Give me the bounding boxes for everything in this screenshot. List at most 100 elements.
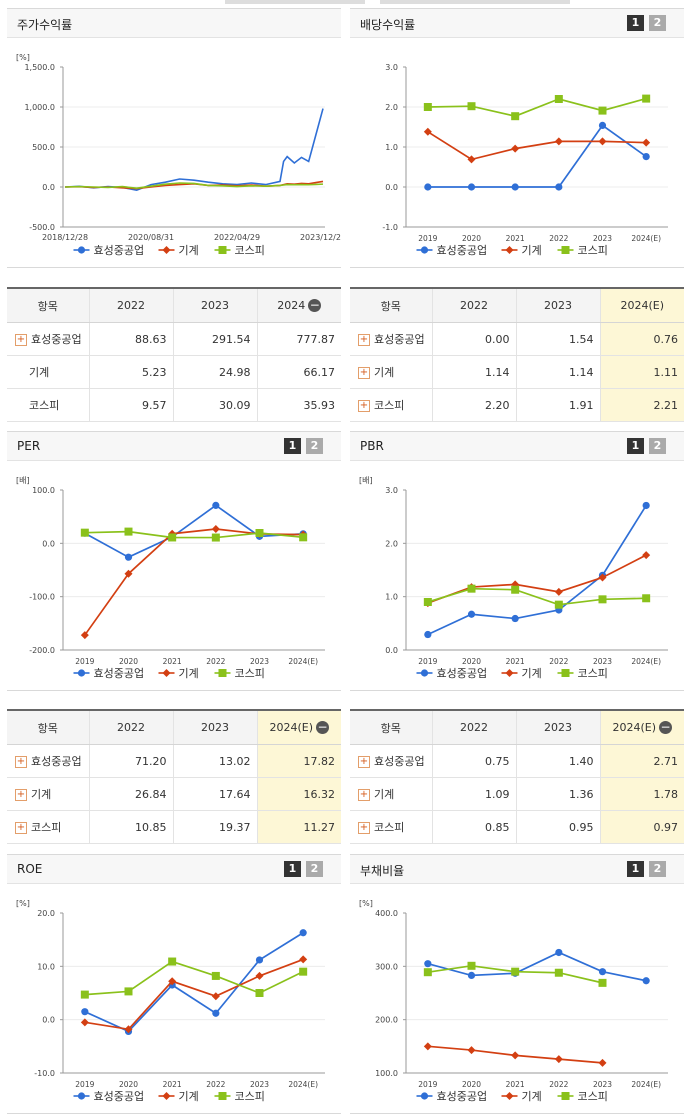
data-point — [423, 598, 432, 606]
data-point — [467, 610, 476, 618]
expand-icon[interactable]: + — [15, 756, 27, 768]
column-header-label: 항목 — [380, 721, 401, 735]
data-point — [420, 669, 429, 677]
expand-icon[interactable]: + — [358, 334, 370, 346]
y-tick-label: 400.0 — [375, 909, 398, 918]
page-2-button[interactable]: 2 — [306, 438, 323, 454]
value-cell: 1.78 — [599, 777, 684, 811]
value-cell: 0.76 — [599, 322, 684, 356]
value-cell: 13.02 — [172, 744, 257, 778]
column-header-label: 2023 — [544, 721, 572, 734]
data-point — [420, 246, 429, 254]
value-cell: 1.14 — [431, 355, 516, 389]
column-header: 2024− — [256, 287, 341, 323]
expand-icon[interactable]: + — [358, 756, 370, 768]
page-1-button[interactable]: 1 — [627, 861, 644, 877]
x-tick-label: 2019 — [418, 234, 437, 243]
x-tick-label: 2023 — [593, 657, 612, 666]
series-line-blue — [427, 505, 647, 636]
series-line-green — [427, 587, 647, 606]
table-row: 기계 5.23 24.98 66.17 — [7, 355, 341, 389]
page-1-button[interactable]: 1 — [627, 438, 644, 454]
data-point — [423, 1042, 432, 1051]
data-point — [424, 630, 432, 639]
row-label: 코스피 — [374, 821, 405, 834]
page-2-button[interactable]: 2 — [649, 861, 666, 877]
data-point — [598, 137, 607, 146]
table-header-row: 항목 2022 2023 2024(E) − — [7, 709, 341, 745]
expand-icon[interactable]: + — [358, 789, 370, 801]
page-2-button[interactable]: 2 — [649, 15, 666, 31]
data-point — [168, 957, 177, 966]
legend-label: 기계 — [179, 1090, 199, 1103]
panel-title: ROE — [17, 862, 43, 876]
page-1-button[interactable]: 1 — [284, 438, 301, 454]
data-point — [77, 1092, 86, 1100]
value-cell: 17.64 — [172, 777, 257, 811]
x-tick-label: 2024(E) — [631, 1080, 661, 1089]
data-point — [511, 144, 520, 153]
data-point — [598, 978, 607, 987]
table-row: + 코스피 0.85 0.95 0.97 — [350, 810, 684, 844]
page-2-button[interactable]: 2 — [306, 861, 323, 877]
column-header: 2023 — [515, 709, 600, 745]
data-point — [511, 580, 520, 589]
page-1-button[interactable]: 1 — [284, 861, 301, 877]
dividend-yield-table: 항목 2022 2023 2024(E) + 효성중공업 0.00 1.54 0.76 + 기계 1.… — [350, 287, 684, 422]
expand-icon[interactable]: + — [358, 367, 370, 379]
series-line-blue — [427, 124, 647, 188]
column-header-label: 2022 — [117, 721, 145, 734]
row-label-cell: + 기계 — [350, 777, 432, 811]
page-2-button[interactable]: 2 — [649, 438, 666, 454]
per-table: 항목 2022 2023 2024(E) − + 효성중공업 71.20 13.02 17.82 +… — [7, 709, 341, 844]
data-point — [554, 1055, 563, 1064]
value-cell: 0.75 — [431, 744, 516, 778]
row-label: 기계 — [374, 366, 395, 379]
data-point — [598, 595, 607, 604]
value-cell: 1.11 — [599, 355, 684, 389]
expand-icon[interactable]: + — [15, 822, 27, 834]
expand-icon[interactable]: + — [15, 334, 27, 346]
collapse-icon[interactable]: − — [316, 720, 330, 735]
data-point — [642, 501, 650, 510]
expand-icon[interactable]: + — [358, 822, 370, 834]
y-tick-label: 0.0 — [385, 183, 398, 192]
value-cell: 30.09 — [172, 388, 257, 422]
value-cell: 0.95 — [515, 810, 600, 844]
y-tick-label: 3.0 — [385, 486, 398, 495]
x-tick-label: 2020 — [119, 657, 138, 666]
data-point — [423, 127, 432, 136]
panel-title: PER — [17, 439, 41, 453]
y-tick-label: 1,000.0 — [24, 103, 55, 112]
collapse-icon[interactable]: − — [308, 298, 322, 313]
x-tick-label: 2020/08/31 — [128, 233, 174, 242]
collapse-icon[interactable]: − — [659, 720, 673, 735]
row-label: 코스피 — [31, 821, 62, 834]
row-label: 효성중공업 — [374, 755, 425, 768]
value-cell: 0.00 — [431, 322, 516, 356]
expand-icon[interactable]: + — [358, 400, 370, 412]
x-tick-label: 2022/04/29 — [214, 233, 260, 242]
data-point — [211, 533, 220, 542]
data-point — [467, 971, 476, 979]
value-cell: 2.21 — [599, 388, 684, 422]
row-label: 효성중공업 — [31, 333, 82, 346]
page-1-button[interactable]: 1 — [627, 15, 644, 31]
column-header-label: 2024(E) — [612, 720, 657, 734]
data-point — [299, 533, 308, 542]
expand-icon[interactable]: + — [15, 789, 27, 801]
data-point — [80, 990, 89, 999]
y-tick-label: 20.0 — [37, 909, 55, 918]
column-header: 항목 — [7, 709, 89, 745]
y-tick-label: 1,500.0 — [24, 63, 55, 72]
data-point — [561, 669, 570, 677]
table-header-row: 항목 2022 2023 2024(E) — [350, 287, 684, 323]
series-line-green — [84, 960, 304, 996]
column-header-label: 2023 — [544, 299, 572, 312]
x-tick-label: 2024(E) — [288, 657, 318, 666]
value-cell: 16.32 — [256, 777, 341, 811]
column-header: 2024(E) − — [599, 709, 684, 745]
table-row: 코스피 9.57 30.09 35.93 — [7, 388, 341, 422]
value-cell: 10.85 — [88, 810, 173, 844]
